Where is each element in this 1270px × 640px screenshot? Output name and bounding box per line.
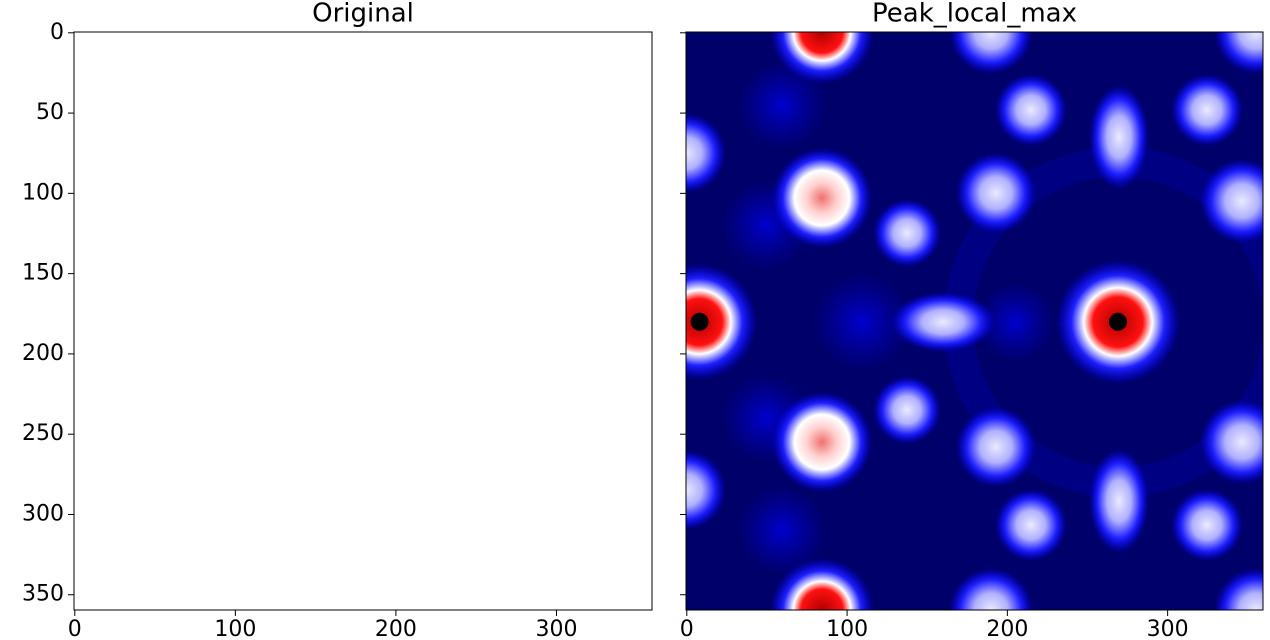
image-frame	[73, 31, 653, 611]
y-tick-label: 350	[22, 582, 64, 607]
heatmap-frame	[685, 31, 1264, 611]
peak-marker	[690, 312, 709, 331]
x-tick-label: 0	[680, 617, 694, 640]
y-tick-label: 50	[36, 100, 64, 125]
peak-marker	[1108, 312, 1127, 331]
x-tick-label: 200	[986, 617, 1028, 640]
panel-title: Peak_local_max	[872, 0, 1077, 29]
y-tick-label: 150	[22, 261, 64, 286]
y-tick-label: 200	[22, 341, 64, 366]
y-tick-label: 100	[22, 180, 64, 205]
x-tick-label: 300	[1147, 617, 1189, 640]
y-tick-label: 300	[22, 501, 64, 526]
y-tick-label: 0	[50, 20, 64, 45]
panel-title: Original	[312, 0, 414, 29]
x-tick-label: 100	[826, 617, 868, 640]
x-tick-label: 200	[375, 617, 417, 640]
heatmap	[686, 32, 1263, 610]
x-tick-label: 0	[68, 617, 82, 640]
x-tick-label: 100	[214, 617, 256, 640]
y-tick-label: 250	[22, 421, 64, 446]
x-tick-label: 300	[535, 617, 577, 640]
